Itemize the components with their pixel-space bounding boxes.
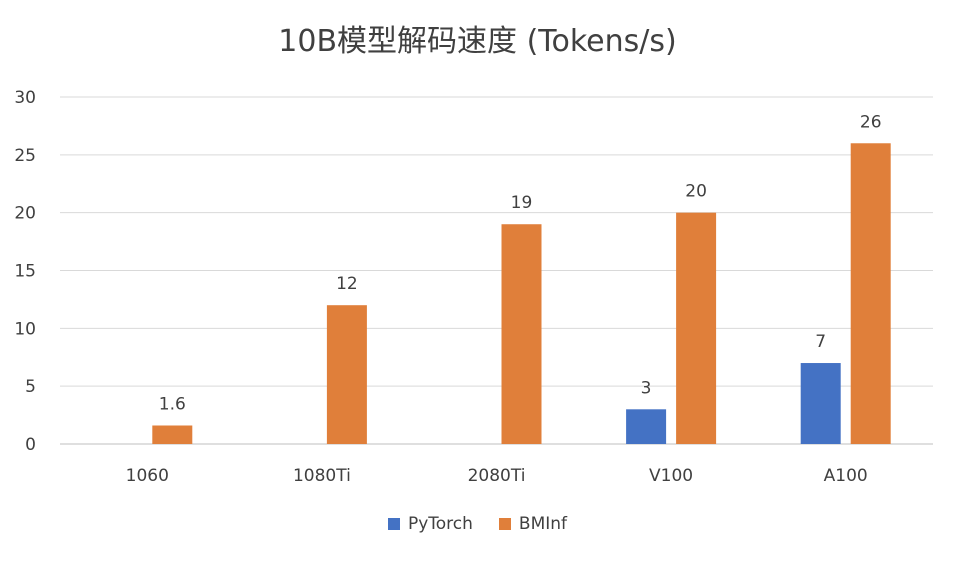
bar-bminf-v100 [676,212,717,444]
data-labels: 1.6 12 19 3 20 7 26 [159,112,882,414]
x-tick-label: 2080Ti [468,466,526,486]
y-tick-label: 0 [25,435,36,455]
data-label: 1.6 [159,394,186,414]
y-tick-label: 25 [14,146,36,166]
data-label: 20 [685,182,707,202]
y-tick-label: 20 [14,204,36,224]
legend-item-bminf: BMInf [498,514,568,534]
bar-bminf-1060 [152,425,193,444]
data-label: 19 [511,193,533,213]
bar-bminf-2080ti [501,224,542,444]
legend-item-pytorch: PyTorch [387,514,473,534]
x-tick-label: V100 [649,466,693,486]
x-tick-label: 1060 [126,466,169,486]
legend-swatch-pytorch [387,518,400,530]
legend-swatch-bminf [498,518,511,530]
y-axis-ticks: 0 5 10 15 20 25 30 [14,88,36,455]
gridlines [60,96,933,445]
x-axis-ticks: 1060 1080Ti 2080Ti V100 A100 [126,466,868,486]
chart-title: 10B模型解码速度 (Tokens/s) [278,24,677,59]
data-label: 26 [860,112,882,132]
data-label: 7 [815,332,826,352]
y-tick-label: 10 [14,319,36,339]
legend: PyTorch BMInf [0,514,955,534]
y-tick-label: 5 [25,377,36,397]
bar-pytorch-v100 [626,409,667,444]
y-tick-label: 15 [14,262,36,282]
data-label: 3 [641,378,652,398]
y-tick-label: 30 [14,88,36,108]
legend-label-bminf: BMInf [518,514,568,534]
legend-label-pytorch: PyTorch [407,514,473,534]
bars [152,143,891,444]
x-tick-label: A100 [824,466,868,486]
data-label: 12 [336,274,358,294]
x-tick-label: 1080Ti [293,466,351,486]
bar-bminf-a100 [850,143,891,444]
bar-bminf-1080ti [326,305,367,444]
bar-pytorch-a100 [800,363,841,444]
